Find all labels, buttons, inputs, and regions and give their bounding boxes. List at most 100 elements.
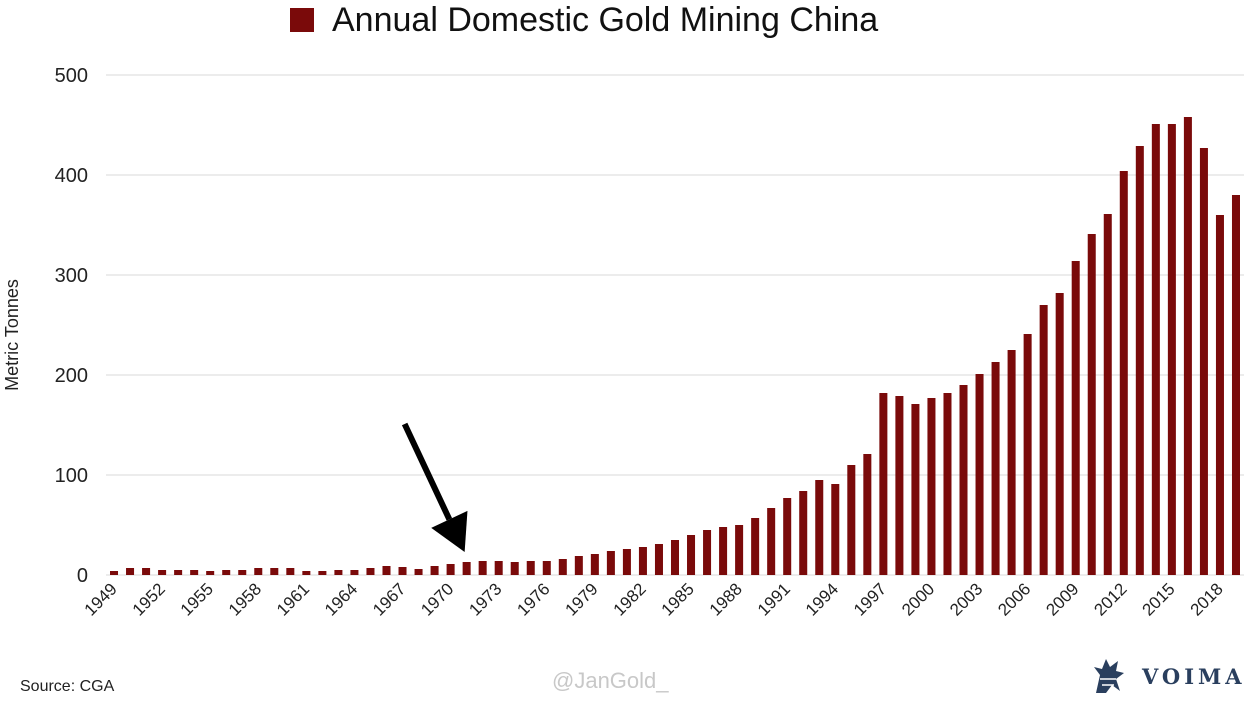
bar <box>478 561 487 575</box>
bar <box>799 491 808 575</box>
x-axis-ticks: 1949 1952 1955 1958 1961 1964 1967 1970 1973 1976… <box>81 579 1227 619</box>
bar <box>126 568 135 575</box>
bar <box>847 465 856 575</box>
y-tick-label: 300 <box>55 265 88 287</box>
bar <box>703 530 712 575</box>
x-tick-label: 1982 <box>610 579 650 619</box>
brand-logo: VOIMA <box>1086 653 1246 699</box>
bar <box>1103 214 1112 575</box>
bar <box>1039 305 1048 575</box>
bar <box>1071 261 1080 575</box>
bar <box>943 393 952 575</box>
watermark: @JanGold_ <box>552 668 669 693</box>
y-axis-label: Metric Tonnes <box>2 279 22 391</box>
x-tick-label: 1979 <box>562 579 602 619</box>
x-tick-label: 1997 <box>850 579 890 619</box>
bar <box>1151 124 1160 575</box>
griffin-logo-icon <box>1094 659 1124 693</box>
bar <box>302 571 311 575</box>
bar <box>334 570 343 575</box>
x-tick-label: 2018 <box>1187 579 1227 619</box>
bar <box>815 480 824 575</box>
x-tick-label: 1988 <box>706 579 746 619</box>
bar <box>1167 124 1176 575</box>
bar <box>1087 234 1096 575</box>
bar <box>606 551 615 575</box>
bar <box>638 547 647 575</box>
bar <box>1023 334 1032 575</box>
gridlines <box>106 74 1244 576</box>
bar <box>238 570 247 575</box>
x-tick-label: 1973 <box>465 579 505 619</box>
bar <box>206 571 215 575</box>
bar <box>174 570 183 575</box>
y-tick-label: 200 <box>55 365 88 387</box>
y-tick-label: 0 <box>77 565 88 587</box>
bar <box>879 393 888 575</box>
x-tick-label: 1991 <box>754 579 794 619</box>
bar <box>158 570 167 575</box>
bar <box>735 525 744 575</box>
bar <box>911 404 920 575</box>
x-tick-label: 2006 <box>994 579 1034 619</box>
bar <box>622 549 631 575</box>
x-tick-label: 2012 <box>1090 579 1130 619</box>
x-tick-label: 1970 <box>417 579 457 619</box>
bar <box>670 540 680 575</box>
x-tick-label: 1952 <box>129 579 169 619</box>
bar <box>398 567 407 575</box>
bar <box>110 571 119 575</box>
x-tick-label: 1976 <box>513 579 553 619</box>
brand-name: VOIMA <box>1142 663 1246 689</box>
bar <box>510 562 519 575</box>
chart-title: Annual Domestic Gold Mining China <box>332 0 879 39</box>
bar <box>254 568 263 575</box>
bar <box>687 535 696 575</box>
bar <box>318 571 327 575</box>
bar <box>1231 195 1240 575</box>
bar <box>1199 148 1208 575</box>
bar <box>719 527 728 575</box>
bar <box>1119 171 1128 575</box>
y-tick-label: 100 <box>55 465 88 487</box>
bar <box>751 518 760 575</box>
bar <box>270 568 279 575</box>
x-tick-label: 1994 <box>802 579 842 619</box>
bar <box>222 570 231 575</box>
bar <box>959 385 968 575</box>
bar <box>975 374 984 575</box>
bar <box>831 484 840 575</box>
x-tick-label: 2009 <box>1042 579 1082 619</box>
source-note: Source: CGA <box>20 678 115 695</box>
annotation-arrow-head <box>431 510 468 552</box>
y-tick-label: 500 <box>55 65 88 87</box>
bar <box>142 568 151 575</box>
bar <box>1215 215 1224 575</box>
bar <box>462 562 471 575</box>
x-tick-label: 1967 <box>369 579 409 619</box>
bar <box>542 561 551 575</box>
bar <box>526 561 535 575</box>
bar <box>350 570 359 575</box>
bar <box>494 561 503 575</box>
x-tick-label: 1955 <box>177 579 217 619</box>
bar <box>1183 117 1192 575</box>
bar <box>927 398 936 575</box>
bar <box>286 568 295 575</box>
legend: Annual Domestic Gold Mining China <box>290 0 878 40</box>
x-tick-label: 2015 <box>1139 579 1179 619</box>
bar <box>430 566 439 575</box>
bar <box>414 569 423 575</box>
bar <box>446 564 455 575</box>
bars <box>110 117 1240 575</box>
x-tick-label: 2003 <box>946 579 986 619</box>
bar <box>590 554 599 575</box>
bar <box>863 454 872 575</box>
x-tick-label: 1985 <box>658 579 698 619</box>
legend-swatch <box>290 8 314 32</box>
x-tick-label: 1958 <box>225 579 265 619</box>
bar <box>767 508 776 575</box>
annotation-arrow-shaft <box>401 422 453 521</box>
x-tick-label: 2000 <box>898 579 938 619</box>
bar <box>991 362 1000 575</box>
